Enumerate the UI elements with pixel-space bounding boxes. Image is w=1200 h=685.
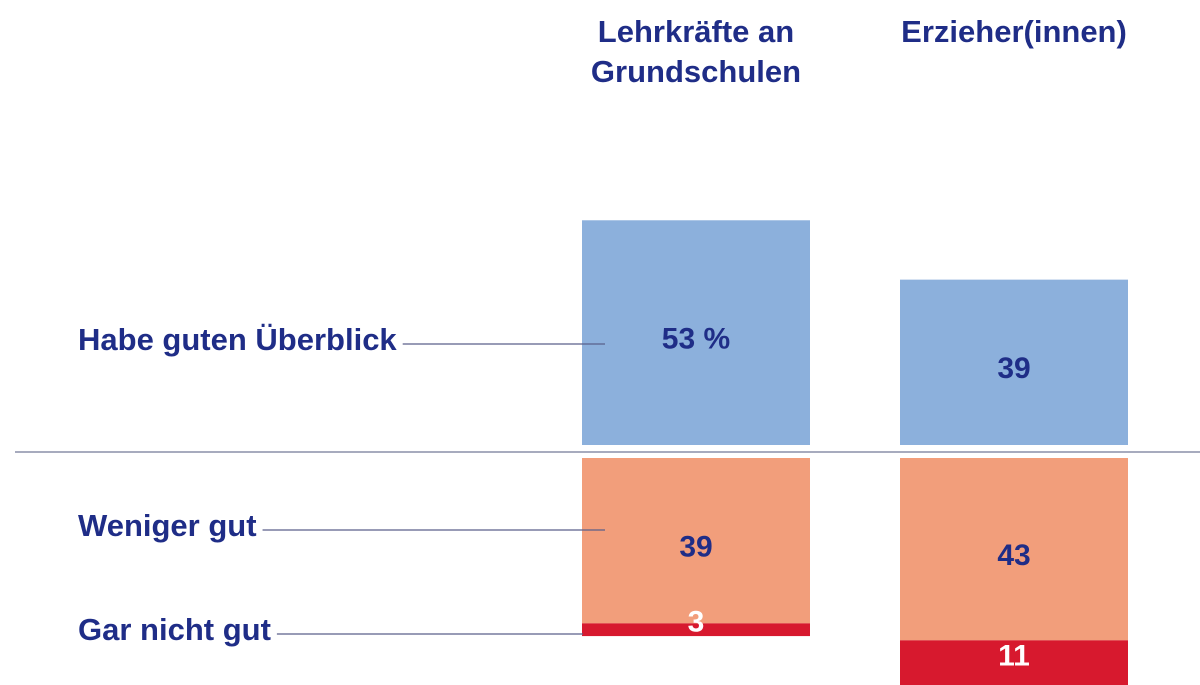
value-label: 11 [998,640,1030,673]
value-label: 39 [997,352,1030,385]
category-label: Lehrkräfte an Grundschulen [590,14,802,89]
bar-segment [900,458,1128,641]
bar-segment [900,640,1128,685]
legend-label: Gar nicht gut [78,612,271,647]
value-label: 53 % [662,323,730,356]
category-label: Erzieher(innen) [901,14,1127,49]
value-label: 3 [688,606,705,639]
value-label: 39 [679,531,712,564]
bar-segment [582,458,810,624]
legend-label: Habe guten Überblick [78,322,397,357]
bar-segment [900,279,1128,445]
bar-segment [582,220,810,445]
value-label: 43 [997,539,1030,572]
legend-label: Weniger gut [78,508,257,543]
bar-segment [582,623,810,637]
